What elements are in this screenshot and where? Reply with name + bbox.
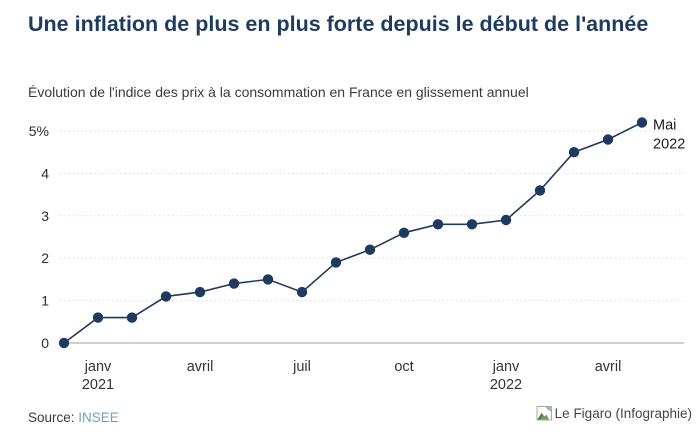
y-tick-label: 3 (41, 208, 49, 224)
data-point (228, 278, 240, 289)
source-link-insee[interactable]: INSEE (78, 410, 119, 425)
x-tick-label: juil (292, 359, 311, 375)
data-point (296, 286, 308, 298)
last-point-annotation: Mai (653, 118, 676, 134)
y-tick-label: 5% (29, 123, 49, 139)
broken-image-icon (536, 406, 552, 421)
data-point (636, 117, 648, 128)
chart-subtitle: Évolution de l'indice des prix à la cons… (28, 84, 529, 100)
x-tick-label: 2021 (82, 377, 114, 393)
data-point (126, 312, 138, 323)
data-point (58, 337, 70, 349)
x-tick-label: 2022 (490, 377, 522, 393)
x-tick-label: janv (84, 359, 112, 375)
x-tick-label: avril (595, 359, 622, 375)
attribution-line: Le Figaro (Infographie) (536, 405, 692, 422)
x-tick-label: oct (394, 359, 413, 375)
y-tick-label: 0 (41, 335, 49, 351)
chart-title: Une inflation de plus en plus forte depu… (28, 12, 649, 36)
data-point (432, 219, 444, 230)
data-point (262, 274, 274, 285)
y-tick-label: 1 (41, 293, 49, 309)
last-point-annotation: 2022 (653, 137, 685, 153)
data-point (160, 291, 172, 302)
data-point (602, 134, 614, 145)
data-point (466, 219, 478, 230)
line-chart-canvas: 5% 4 3 2 1 0 janv 2021 avril juil oct janv 2022 avril… (29, 117, 685, 393)
attribution-text: Le Figaro (Infographie) (554, 406, 692, 421)
data-point (330, 257, 342, 268)
inflation-line-chart: 5% 4 3 2 1 0 janv 2021 avril juil oct janv 2022 avril… (0, 108, 700, 398)
x-tick-label: janv (492, 359, 520, 375)
y-tick-label: 2 (41, 250, 49, 266)
data-point (92, 312, 104, 323)
data-point (194, 286, 206, 298)
data-point (500, 214, 512, 226)
inflation-series-line (63, 121, 643, 344)
data-point (364, 244, 376, 255)
data-point (568, 147, 580, 158)
source-line: Source: INSEE (28, 410, 119, 425)
data-point (398, 227, 410, 238)
y-tick-label: 4 (41, 165, 49, 181)
x-tick-label: avril (187, 359, 214, 375)
data-point (534, 185, 546, 196)
source-label: Source: (28, 410, 75, 425)
